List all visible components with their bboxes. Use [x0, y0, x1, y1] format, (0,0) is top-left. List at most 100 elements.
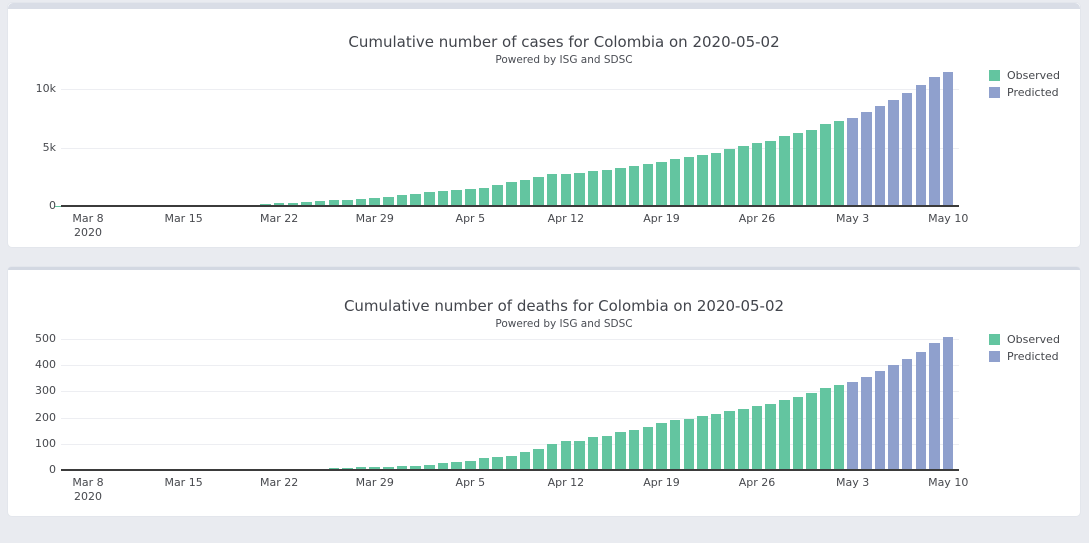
observed-bar[interactable] [465, 460, 476, 470]
observed-bar[interactable] [751, 143, 763, 206]
observed-bar[interactable] [820, 387, 831, 470]
predicted-bar[interactable] [888, 365, 899, 470]
observed-bar[interactable] [478, 457, 490, 470]
observed-bar[interactable] [383, 466, 394, 470]
observed-bar[interactable] [697, 155, 708, 206]
observed-bar[interactable] [369, 197, 380, 206]
observed-bar[interactable] [437, 463, 449, 470]
observed-bar[interactable] [601, 435, 613, 470]
observed-bar[interactable] [546, 174, 558, 206]
observed-bar[interactable] [451, 461, 462, 470]
observed-bar[interactable] [806, 393, 817, 470]
observed-bar[interactable] [383, 196, 394, 206]
legend-item-predicted[interactable]: Predicted [989, 84, 1060, 101]
predicted-bar[interactable] [942, 72, 954, 206]
observed-bar[interactable] [506, 455, 517, 470]
observed-bar[interactable] [410, 465, 421, 470]
observed-bar[interactable] [628, 165, 640, 206]
observed-bar[interactable] [437, 191, 449, 206]
observed-bar[interactable] [710, 152, 722, 206]
observed-bar[interactable] [533, 449, 544, 470]
observed-bar[interactable] [301, 201, 312, 206]
observed-bar[interactable] [806, 129, 817, 206]
observed-bar[interactable] [833, 385, 845, 470]
observed-bar[interactable] [587, 436, 599, 470]
predicted-bar[interactable] [847, 117, 858, 206]
observed-bar[interactable] [642, 163, 654, 206]
predicted-bar[interactable] [874, 105, 886, 206]
observed-bar[interactable] [328, 200, 340, 206]
observed-bar[interactable] [314, 200, 326, 206]
observed-bar[interactable] [697, 416, 708, 470]
legend-item-predicted[interactable]: Predicted [989, 348, 1060, 365]
observed-bar[interactable] [751, 406, 763, 470]
observed-bar[interactable] [574, 440, 585, 470]
observed-bar[interactable] [342, 199, 353, 206]
observed-bar[interactable] [396, 465, 408, 470]
observed-bar[interactable] [710, 413, 722, 470]
observed-bar[interactable] [287, 202, 299, 206]
observed-bar[interactable] [492, 185, 503, 206]
observed-bar[interactable] [601, 169, 613, 206]
predicted-bar[interactable] [942, 336, 954, 470]
observed-bar[interactable] [424, 465, 435, 470]
observed-bar[interactable] [683, 418, 695, 470]
predicted-bar[interactable] [901, 358, 913, 470]
observed-bar[interactable] [533, 177, 544, 206]
observed-bar[interactable] [396, 195, 408, 206]
observed-bar[interactable] [519, 451, 531, 470]
observed-bar[interactable] [519, 179, 531, 206]
observed-bar[interactable] [273, 203, 285, 206]
predicted-bar[interactable] [915, 351, 927, 470]
predicted-bar[interactable] [929, 343, 940, 470]
legend-item-observed[interactable]: Observed [989, 331, 1060, 348]
observed-bar[interactable] [765, 403, 776, 470]
observed-bar[interactable] [506, 181, 517, 206]
observed-bar[interactable] [355, 198, 367, 206]
observed-bar[interactable] [615, 432, 626, 470]
observed-bar[interactable] [724, 411, 735, 470]
observed-bar[interactable] [560, 173, 572, 206]
observed-bar[interactable] [656, 423, 667, 470]
predicted-bar[interactable] [915, 85, 927, 206]
observed-bar[interactable] [669, 159, 681, 206]
predicted-bar[interactable] [901, 93, 913, 206]
observed-bar[interactable] [369, 467, 380, 470]
observed-bar[interactable] [792, 133, 804, 206]
observed-bar[interactable] [642, 426, 654, 470]
legend-item-observed[interactable]: Observed [989, 67, 1060, 84]
observed-bar[interactable] [355, 467, 367, 470]
observed-bar[interactable] [587, 171, 599, 206]
observed-bar[interactable] [424, 192, 435, 206]
observed-bar[interactable] [669, 420, 681, 470]
predicted-bar[interactable] [929, 77, 940, 206]
observed-bar[interactable] [574, 172, 585, 206]
observed-bar[interactable] [492, 456, 503, 470]
predicted-bar[interactable] [888, 100, 899, 206]
predicted-bar[interactable] [847, 382, 858, 470]
x-tick-label: Mar 22 [260, 476, 299, 489]
observed-bar[interactable] [656, 161, 667, 206]
observed-bar[interactable] [833, 120, 845, 206]
observed-bar[interactable] [765, 140, 776, 206]
predicted-bar[interactable] [861, 376, 872, 470]
observed-bar[interactable] [820, 124, 831, 206]
observed-bar[interactable] [615, 168, 626, 206]
observed-bar[interactable] [260, 203, 271, 206]
observed-bar[interactable] [451, 189, 462, 206]
observed-bar[interactable] [628, 429, 640, 470]
observed-bar[interactable] [546, 443, 558, 470]
observed-bar[interactable] [683, 157, 695, 206]
observed-bar[interactable] [792, 397, 804, 470]
observed-bar[interactable] [738, 145, 749, 206]
observed-bar[interactable] [779, 399, 790, 470]
observed-bar[interactable] [410, 193, 421, 206]
observed-bar[interactable] [738, 408, 749, 470]
predicted-bar[interactable] [861, 111, 872, 206]
observed-bar[interactable] [560, 441, 572, 470]
observed-bar[interactable] [779, 136, 790, 206]
observed-bar[interactable] [478, 187, 490, 206]
observed-bar[interactable] [465, 188, 476, 206]
observed-bar[interactable] [724, 148, 735, 206]
predicted-bar[interactable] [874, 371, 886, 470]
